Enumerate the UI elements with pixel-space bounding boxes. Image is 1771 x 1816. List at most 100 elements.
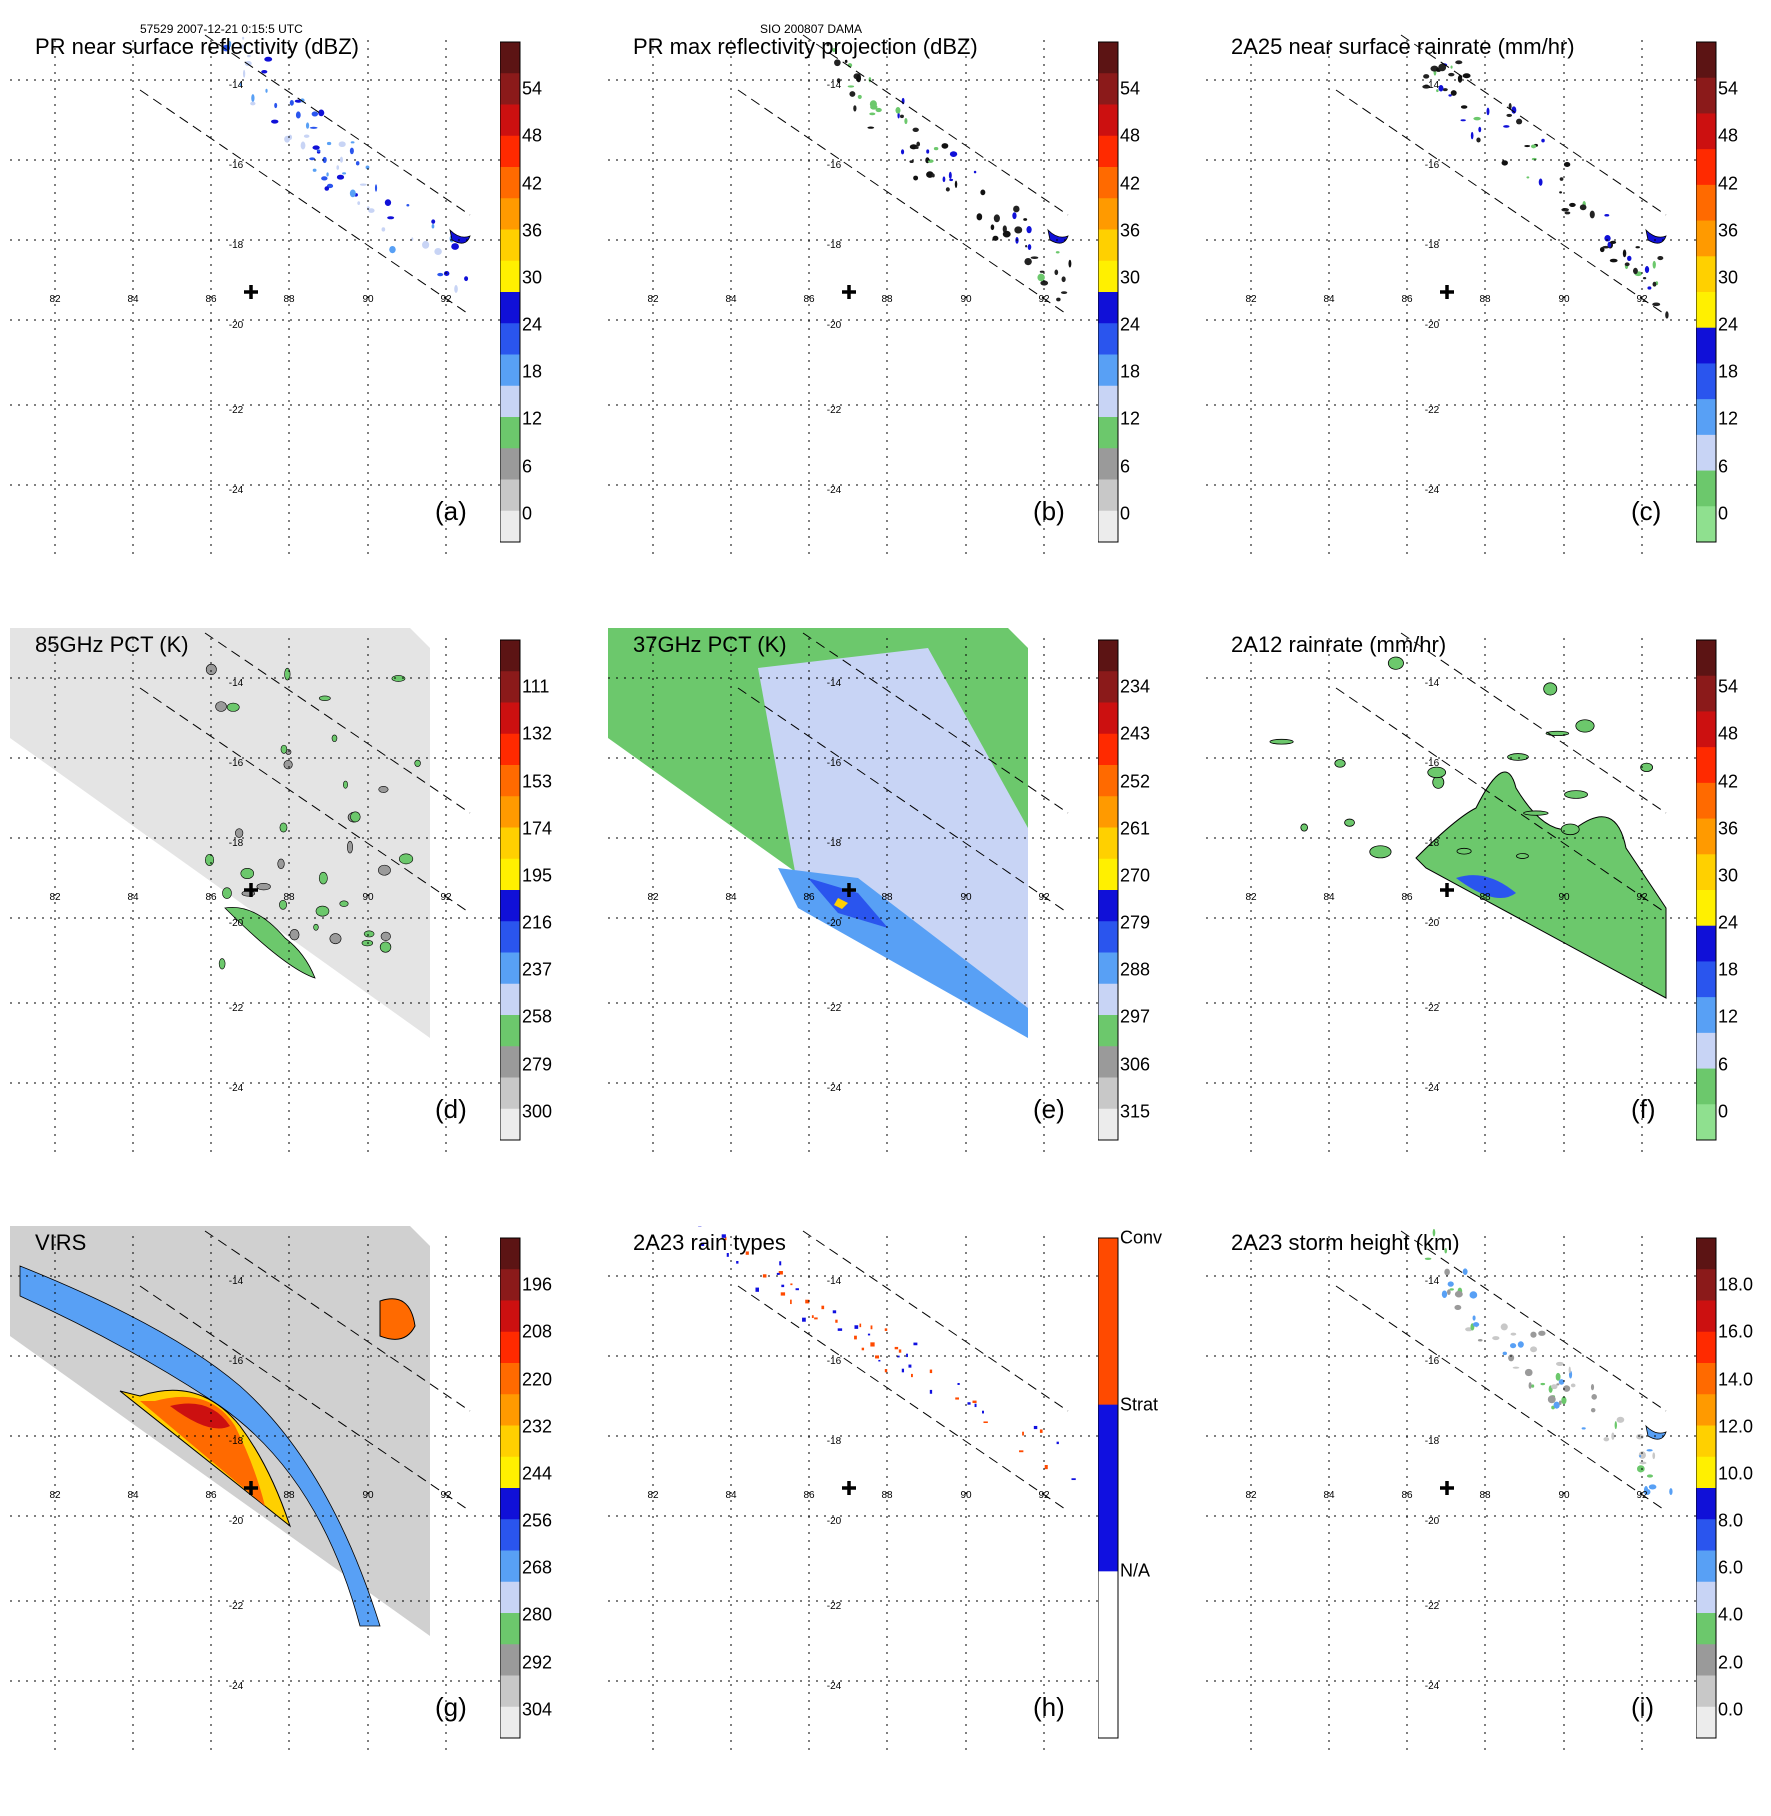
colorbar-segment: [1696, 328, 1716, 364]
colorbar-tick: 12.0: [1718, 1416, 1753, 1437]
colorbar-tick: 0: [1120, 503, 1130, 524]
lat-label: -16: [1425, 1356, 1440, 1367]
colorbar-segment: [500, 230, 520, 262]
colorbar-segment: [1098, 1078, 1118, 1110]
colorbar-segment: [1098, 1571, 1118, 1738]
colorbar-segment: [1098, 953, 1118, 985]
colorbar-segment: [1696, 1104, 1716, 1140]
lon-label: 92: [1636, 294, 1648, 305]
lon-label: 82: [49, 294, 61, 305]
colorbar-segment: [1098, 671, 1118, 703]
colorbar-segment: [500, 323, 520, 355]
colorbar-tick: 36: [1120, 220, 1140, 241]
swath-edge-lower: [738, 1286, 1068, 1511]
colorbar-segment: [500, 261, 520, 293]
lat-label: -22: [827, 1003, 842, 1014]
swath-edge-lower: [1336, 90, 1666, 315]
colorbar-segment: [500, 1613, 520, 1645]
colorbar-segment: [1696, 1069, 1716, 1105]
colorbar-segment: [1696, 676, 1716, 712]
colorbar-segment: [1696, 78, 1716, 114]
lat-label: -14: [827, 1276, 842, 1287]
lon-label: 84: [1323, 1490, 1335, 1501]
lat-label: -18: [827, 1436, 842, 1447]
panel-label: (h): [1033, 1692, 1065, 1723]
colorbar-tick: 0.0: [1718, 1699, 1743, 1720]
lat-label: -18: [229, 1436, 244, 1447]
colorbar-segment: [500, 671, 520, 703]
colorbar-tick: 270: [1120, 865, 1150, 886]
colorbar-segment: [1696, 1033, 1716, 1069]
lon-label: 90: [1558, 892, 1570, 903]
colorbar-segment: [500, 828, 520, 860]
colorbar-segment: [1098, 1046, 1118, 1078]
colorbar-segment: [1098, 828, 1118, 860]
lat-label: -16: [1425, 160, 1440, 171]
colorbar-tick: 244: [522, 1463, 552, 1484]
lon-label: 84: [725, 892, 737, 903]
storm-center-marker: [842, 285, 856, 299]
colorbar-segment: [1696, 1238, 1716, 1270]
lon-label: 90: [362, 294, 374, 305]
lon-label: 90: [362, 1490, 374, 1501]
lon-label: 92: [1038, 892, 1050, 903]
colorbar-segment: [500, 984, 520, 1016]
colorbar-tick: 24: [1718, 315, 1738, 336]
lon-label: 86: [803, 892, 815, 903]
colorbar-tick: 8.0: [1718, 1511, 1743, 1532]
colorbar-tick: Conv: [1120, 1228, 1162, 1249]
colorbar-segment: [1098, 984, 1118, 1016]
colorbar-tick: 12: [1120, 409, 1140, 430]
colorbar-segment: [500, 1519, 520, 1551]
lon-label: 82: [1245, 892, 1257, 903]
colorbar-tick: 54: [1718, 677, 1738, 698]
colorbar-tick: 54: [522, 79, 542, 100]
lat-label: -14: [1425, 80, 1440, 91]
lon-label: 92: [440, 294, 452, 305]
lon-label: 88: [1479, 294, 1491, 305]
colorbar-segment: [500, 1301, 520, 1333]
colorbar-tick: 10.0: [1718, 1463, 1753, 1484]
colorbar-segment: [1696, 506, 1716, 542]
lat-label: -24: [229, 1083, 244, 1094]
colorbar-segment: [1098, 859, 1118, 891]
lat-label: -16: [229, 160, 244, 171]
lat-label: -14: [827, 678, 842, 689]
colorbar-segment: [1696, 890, 1716, 926]
colorbar-segment: [500, 890, 520, 922]
colorbar-tick: 30: [1120, 267, 1140, 288]
storm-center-marker: [1440, 883, 1454, 897]
colorbar-segment: [1696, 711, 1716, 747]
colorbar-tick: 18: [1718, 362, 1738, 383]
colorbar-tick: 292: [522, 1652, 552, 1673]
colorbar-tick: 12: [1718, 409, 1738, 430]
colorbar-tick: 2.0: [1718, 1652, 1743, 1673]
lon-label: 88: [283, 1490, 295, 1501]
lon-label: 92: [440, 1490, 452, 1501]
panel-label: (d): [435, 1094, 467, 1125]
colorbar-tick: 42: [522, 173, 542, 194]
colorbar-segment: [500, 292, 520, 324]
colorbar-tick: 243: [1120, 724, 1150, 745]
colorbar-segment: [1696, 113, 1716, 149]
swath-edge-upper: [205, 35, 470, 215]
colorbar-segment: [1696, 149, 1716, 185]
lat-label: -20: [229, 918, 244, 929]
colorbar-segment: [1098, 73, 1118, 105]
colorbar-tick: 132: [522, 724, 552, 745]
colorbar-segment: [1696, 1426, 1716, 1458]
panel-title: PR near surface reflectivity (dBZ): [35, 34, 359, 60]
colorbar-tick: 195: [522, 865, 552, 886]
panel-label: (a): [435, 496, 467, 527]
lat-label: -18: [827, 240, 842, 251]
colorbar-segment: [500, 703, 520, 735]
lat-label: -14: [229, 678, 244, 689]
colorbar-tick: 258: [522, 1007, 552, 1028]
